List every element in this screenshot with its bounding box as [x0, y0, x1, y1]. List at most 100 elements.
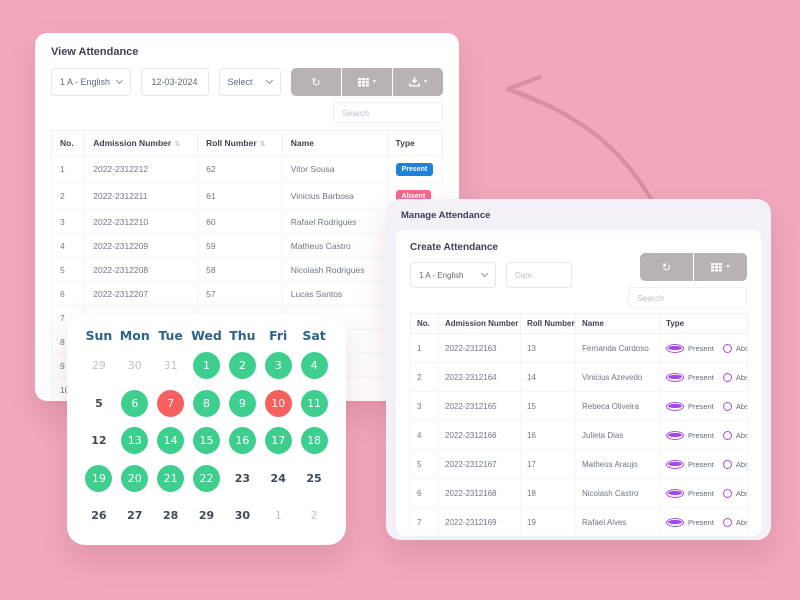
calendar-day[interactable]: 19 [85, 464, 113, 492]
search-input[interactable] [628, 287, 747, 308]
calendar-day[interactable]: 6 [121, 389, 149, 417]
column-header[interactable]: Roll Number [520, 313, 576, 334]
present-radio-label[interactable]: Present [688, 517, 714, 527]
calendar-day[interactable]: 27 [127, 509, 143, 523]
refresh-button[interactable]: ↻ [291, 68, 341, 96]
day-of-week-label: Sun [85, 328, 113, 343]
status-select-value: Select [227, 77, 253, 87]
calendar-day[interactable]: 24 [270, 471, 286, 485]
absent-radio[interactable] [722, 459, 732, 469]
column-header[interactable]: Roll Number ⇅ [197, 130, 283, 156]
calendar-day[interactable]: 18 [300, 427, 328, 455]
column-header[interactable]: Name [281, 130, 388, 156]
date-input[interactable] [506, 262, 572, 288]
calendar-day[interactable]: 11 [300, 389, 328, 417]
create-attendance-panel: Create Attendance 1 A - English ↻ [396, 230, 761, 536]
present-radio[interactable] [666, 517, 684, 527]
calendar-day[interactable]: 1 [274, 509, 282, 523]
cell-no: 4 [410, 420, 439, 450]
columns-button[interactable]: ▾ [342, 68, 392, 96]
calendar-day[interactable]: 3 [264, 352, 292, 380]
absent-radio-label[interactable]: Absent [735, 517, 747, 527]
column-header[interactable]: Admission Number [438, 313, 521, 334]
calendar-day[interactable]: 2 [310, 509, 318, 523]
column-header[interactable]: Type [386, 130, 444, 156]
refresh-button[interactable]: ↻ [640, 253, 693, 281]
absent-radio[interactable] [722, 488, 732, 498]
calendar-day[interactable]: 21 [157, 464, 185, 492]
manage-attendance-title: Manage Attendance [401, 210, 491, 221]
calendar-day[interactable]: 22 [192, 464, 220, 492]
present-radio-label[interactable]: Present [688, 488, 714, 498]
absent-radio-label[interactable]: Absent [735, 430, 747, 440]
column-header[interactable]: Name [575, 313, 660, 334]
calendar-day[interactable]: 4 [300, 352, 328, 380]
calendar-day[interactable]: 14 [157, 427, 185, 455]
calendar-day[interactable]: 17 [264, 427, 292, 455]
calendar-day[interactable]: 20 [121, 464, 149, 492]
absent-radio[interactable] [722, 517, 732, 527]
table-row: 4 2022-2312209 59 Matheus Castro [50, 233, 444, 258]
present-radio-label[interactable]: Present [688, 372, 714, 382]
absent-radio[interactable] [722, 401, 732, 411]
refresh-icon: ↻ [311, 75, 321, 89]
present-radio-label[interactable]: Present [688, 459, 714, 469]
class-select-value: 1 A - English [60, 77, 111, 87]
class-select[interactable]: 1 A - English [410, 262, 496, 288]
absent-radio-label[interactable]: Absent [735, 401, 747, 411]
export-button[interactable]: ▾ [393, 68, 443, 96]
calendar-day[interactable]: 30 [234, 509, 250, 523]
column-header[interactable]: Type [659, 313, 748, 334]
cell-name: Vitor Sousa [281, 155, 388, 183]
calendar-day[interactable]: 2 [228, 352, 256, 380]
calendar-day[interactable]: 30 [127, 359, 142, 373]
calendar-day[interactable]: 25 [306, 471, 322, 485]
column-header[interactable]: No. [50, 130, 86, 156]
present-radio[interactable] [666, 401, 684, 411]
cell-no: 1 [410, 333, 439, 363]
calendar-day[interactable]: 26 [91, 509, 107, 523]
present-radio[interactable] [666, 372, 684, 382]
absent-radio-label[interactable]: Absent [735, 372, 747, 382]
absent-radio-label[interactable]: Absent [735, 459, 747, 469]
calendar-day[interactable]: 31 [163, 359, 178, 373]
present-radio[interactable] [666, 488, 684, 498]
date-input[interactable] [140, 68, 209, 96]
cell-admission-number: 2022-2312168 [438, 478, 521, 508]
calendar-day[interactable]: 7 [157, 389, 185, 417]
calendar-day[interactable]: 29 [198, 509, 215, 523]
present-radio[interactable] [666, 459, 684, 469]
present-radio[interactable] [666, 430, 684, 440]
calendar-day[interactable]: 16 [228, 427, 256, 455]
calendar-day[interactable]: 15 [192, 427, 220, 455]
search-input[interactable] [333, 102, 443, 123]
column-header[interactable]: No. [410, 313, 439, 334]
status-select[interactable]: Select [218, 68, 281, 96]
table-header-row: No. Admission Number ⇅ Roll Number ⇅ Name … [50, 130, 444, 156]
absent-radio[interactable] [722, 343, 732, 353]
calendar-day[interactable]: 29 [91, 359, 106, 373]
calendar-day[interactable]: 28 [162, 509, 179, 523]
calendar-day[interactable]: 1 [192, 352, 220, 380]
present-radio-label[interactable]: Present [688, 401, 714, 411]
calendar-day[interactable]: 5 [95, 396, 103, 410]
present-radio-label[interactable]: Present [688, 430, 714, 440]
cell-no: 5 [50, 257, 86, 282]
present-radio[interactable] [666, 343, 684, 353]
cell-name: Lucas Santos [281, 281, 388, 306]
absent-radio[interactable] [722, 430, 732, 440]
present-radio-label[interactable]: Present [688, 343, 714, 353]
calendar-day[interactable]: 12 [91, 434, 107, 448]
absent-radio-label[interactable]: Absent [735, 343, 747, 353]
table-row: 5 2022-2312167 17 Matheus Araujo Present… [410, 449, 748, 479]
absent-radio-label[interactable]: Absent [735, 488, 747, 498]
calendar-day[interactable]: 23 [234, 471, 250, 485]
columns-button[interactable]: ▾ [694, 253, 747, 281]
calendar-day[interactable]: 13 [121, 427, 149, 455]
column-header[interactable]: Admission Number ⇅ [84, 130, 199, 156]
class-select[interactable]: 1 A - English [51, 68, 131, 96]
calendar-day[interactable]: 10 [264, 389, 292, 417]
absent-radio[interactable] [722, 372, 732, 382]
calendar-day[interactable]: 8 [192, 389, 220, 417]
calendar-day[interactable]: 9 [228, 389, 256, 417]
